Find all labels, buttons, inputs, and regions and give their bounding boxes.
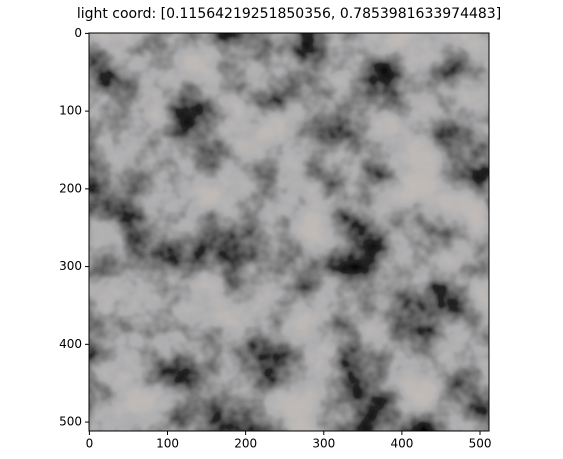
x-tick-label: 300 xyxy=(312,437,335,451)
x-tick-label: 400 xyxy=(390,437,413,451)
y-tick-label: 0 xyxy=(74,26,82,40)
x-tick-label: 100 xyxy=(156,437,179,451)
y-tick-label: 200 xyxy=(59,181,82,195)
y-tick-label: 500 xyxy=(59,415,82,429)
x-tick-label: 200 xyxy=(234,437,257,451)
y-tick-label: 300 xyxy=(59,259,82,273)
y-tick-label: 400 xyxy=(59,337,82,351)
axes-frame xyxy=(88,32,490,432)
x-tick-label: 500 xyxy=(469,437,492,451)
chart-title: light coord: [0.11564219251850356, 0.785… xyxy=(77,6,501,22)
y-tick-label: 100 xyxy=(59,104,82,118)
image-texture xyxy=(89,33,489,431)
x-tick-label: 0 xyxy=(86,437,94,451)
